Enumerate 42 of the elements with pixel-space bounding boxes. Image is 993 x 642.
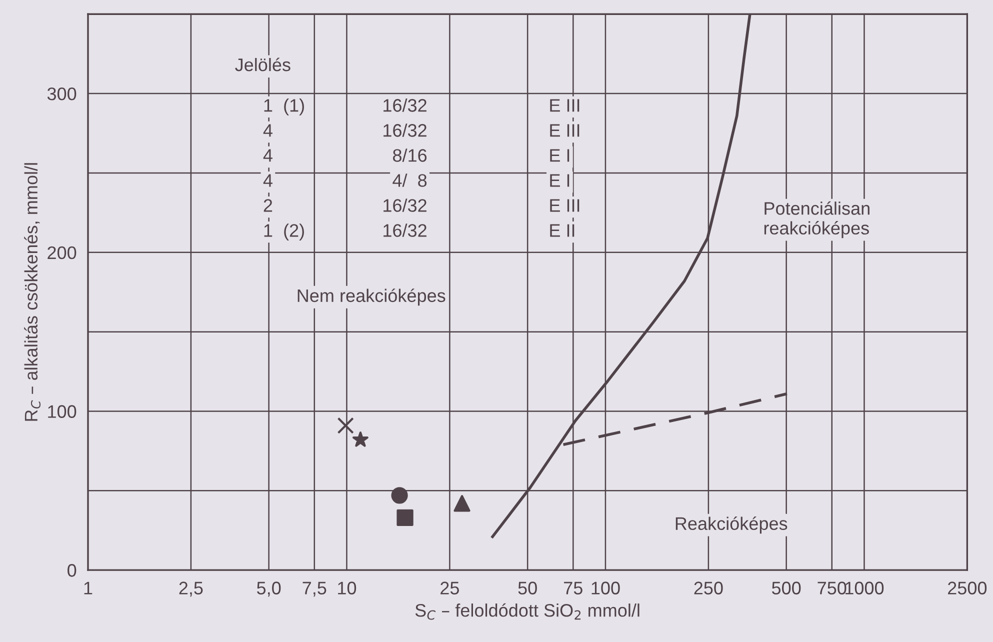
annotation: 16/32: [384, 224, 426, 237]
annotation: 8/16: [393, 148, 427, 162]
annotation: E III: [550, 124, 580, 137]
x-tick-label: 75: [564, 582, 582, 594]
y-axis-title: R$_{C}$ – alkalitás csökkenés, mmol/l: [24, 163, 41, 421]
x-tick-label: 50: [518, 582, 537, 594]
x-tick-label: 7,5: [302, 582, 326, 597]
y-tick-label: 100: [48, 405, 76, 418]
y-tick-label: 300: [47, 87, 76, 100]
annotation: E I: [550, 149, 570, 162]
annotation: Jelölés: [235, 58, 290, 72]
x-tick-label: 5,0: [257, 582, 281, 597]
y-tick-label: 200: [48, 246, 76, 260]
annotation: 4: [263, 124, 272, 137]
annotation: E II: [550, 224, 574, 237]
annotation: 16/32: [384, 198, 426, 212]
x-axis-title: S$_{C}$ – feloldódott SiO$_{2}$ mmol/l: [415, 603, 640, 620]
annotation: 4: [263, 149, 272, 162]
x-tick-label: 10: [338, 582, 356, 594]
x-tick-label: 100: [592, 582, 620, 594]
annotation: 1 (2): [264, 224, 304, 240]
x-tick-label: 250: [694, 582, 723, 594]
x-tick-label: 750: [818, 582, 846, 594]
x-tick-label: 500: [772, 582, 801, 594]
annotation: E I: [550, 174, 570, 187]
y-tick-label: 0: [68, 564, 76, 577]
x-tick-label: 2500: [948, 582, 987, 594]
x-tick-label: 2,5: [179, 582, 203, 597]
annotation: Reakcióképes: [676, 516, 788, 534]
annotation: 4: [263, 174, 272, 187]
annotation: 16/32: [384, 98, 426, 112]
annotation: 1 (1): [264, 98, 304, 116]
annotation: E III: [550, 99, 580, 112]
annotation: Potenciálisan reakcióképes: [764, 201, 870, 238]
annotation: 4/ 8: [392, 174, 427, 187]
annotation: Nem reakcióképes: [298, 288, 446, 306]
x-tick-label: 1: [84, 582, 92, 594]
x-tick-label: 25: [440, 582, 459, 594]
x-tick-label: 1000: [846, 582, 884, 594]
annotation: 16/32: [384, 124, 426, 137]
annotation: E III: [550, 199, 580, 212]
annotation: 2: [264, 199, 272, 212]
